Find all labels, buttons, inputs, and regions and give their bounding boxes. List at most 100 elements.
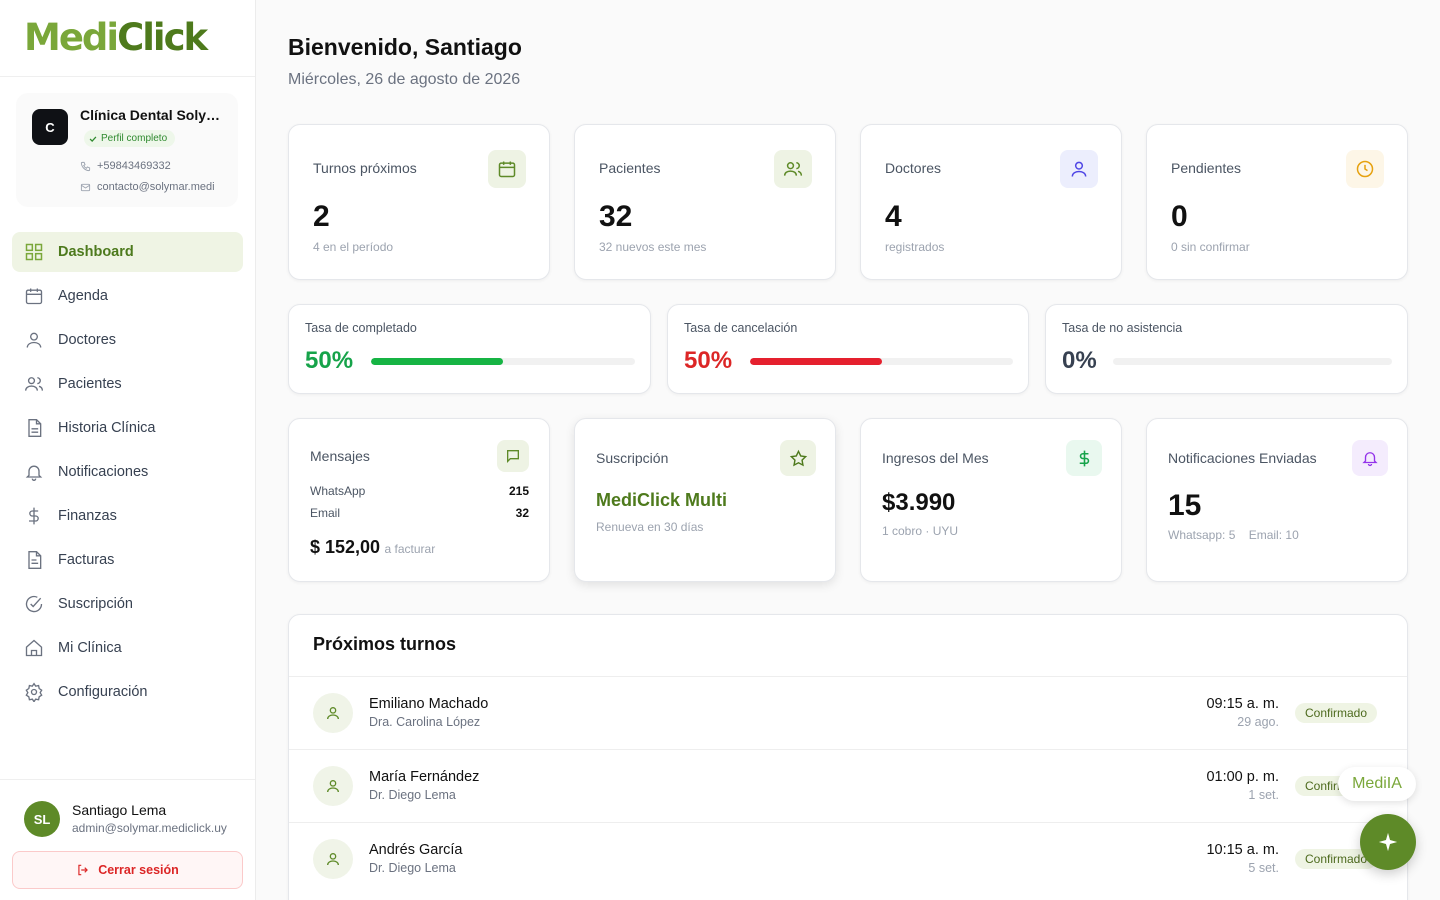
rate-card-completado: Tasa de completado 50% (288, 304, 651, 394)
sparkle-icon (1378, 832, 1398, 852)
rate-value: 0% (1062, 347, 1097, 374)
stat-card-doctores[interactable]: Doctores 4 registrados (860, 124, 1122, 280)
income-value: $3.990 (882, 489, 956, 516)
sidebar-item-pacientes[interactable]: Pacientes (12, 364, 243, 404)
patient-avatar (313, 693, 353, 733)
rate-label: Tasa de no asistencia (1062, 321, 1183, 335)
profile-complete-badge: Perfil completo (84, 130, 176, 147)
messages-card[interactable]: Mensajes WhatsApp 215 Email 32 $ 152,00 … (288, 418, 550, 582)
sidebar-item-dashboard[interactable]: Dashboard (12, 232, 243, 272)
star-icon-box (780, 440, 816, 476)
sidebar-item-historia-clinica[interactable]: Historia Clínica (12, 408, 243, 448)
mail-icon (80, 183, 91, 191)
sidebar-item-suscripcion[interactable]: Suscripción (12, 584, 243, 624)
appointment-row[interactable]: María Fernández Dr. Diego Lema 01:00 p. … (289, 749, 1407, 822)
bell-icon-box (1352, 440, 1388, 476)
notifications-card[interactable]: Notificaciones Enviadas 15 Whatsapp: 5 E… (1146, 418, 1408, 582)
stat-sub: 0 sin confirmar (1171, 240, 1250, 254)
assistant-label[interactable]: MediIA (1338, 767, 1416, 801)
logout-icon (78, 864, 89, 876)
stat-label: Doctores (885, 160, 942, 176)
appointment-time: 01:00 p. m. (1206, 769, 1279, 785)
rate-label: Tasa de cancelación (684, 321, 798, 335)
rate-value: 50% (684, 347, 733, 374)
rate-value: 50% (305, 347, 354, 374)
sidebar-item-configuracion[interactable]: Configuración (12, 672, 243, 712)
grid-icon (25, 243, 43, 261)
sidebar-item-label: Agenda (58, 288, 108, 304)
sidebar-item-label: Notificaciones (58, 464, 149, 480)
dollar-icon (29, 507, 39, 525)
stat-sub: 32 nuevos este mes (599, 240, 707, 254)
progress-fill (371, 358, 503, 365)
progress-bar (750, 358, 1013, 365)
patient-avatar (313, 766, 353, 806)
stat-card-pendientes[interactable]: Pendientes 0 0 sin confirmar (1146, 124, 1408, 280)
appointment-time: 09:15 a. m. (1206, 696, 1279, 712)
user-area: SL Santiago Lema admin@solymar.mediclick… (0, 779, 255, 900)
clinic-name: Clínica Dental Solymar (80, 107, 230, 123)
stat-label: Turnos próximos (313, 160, 417, 176)
user-icon (1071, 161, 1087, 177)
gear-icon (25, 682, 43, 702)
sidebar-item-label: Mi Clínica (58, 640, 122, 656)
status-badge: Confirmado (1295, 849, 1378, 869)
dollar-icon (1079, 450, 1089, 466)
sidebar-item-mi-clinica[interactable]: Mi Clínica (12, 628, 243, 668)
phone-icon (80, 161, 91, 171)
sidebar-item-notificaciones[interactable]: Notificaciones (12, 452, 243, 492)
clinic-phone-text: +59843469332 (97, 160, 171, 172)
sidebar-item-finanzas[interactable]: Finanzas (12, 496, 243, 536)
sidebar-nav: Dashboard Agenda Doctores Pacientes Hist… (12, 232, 243, 716)
user-icon (327, 780, 339, 793)
assistant-button[interactable] (1360, 814, 1416, 870)
logo-text-click: Click (117, 16, 208, 59)
stat-label: Pacientes (599, 160, 661, 176)
messages-amount: $ 152,00 (310, 537, 381, 557)
calendar-icon (25, 288, 43, 305)
patient-name: Emiliano Machado (369, 696, 489, 712)
rate-label: Tasa de completado (305, 321, 417, 335)
app-logo[interactable]: MediClick (0, 0, 255, 77)
clinic-email: contacto@solymar.medi (80, 181, 232, 193)
bell-icon (1362, 452, 1378, 467)
stat-card-turnos[interactable]: Turnos próximos 2 4 en el período (288, 124, 550, 280)
subscription-plan: MediClick Multi (596, 490, 728, 510)
messages-label: Mensajes (310, 448, 370, 464)
appointment-row[interactable]: Andrés García Dr. Diego Lema 10:15 a. m.… (289, 822, 1407, 895)
messages-amount-row: $ 152,00 a facturar (310, 537, 435, 558)
sidebar-item-label: Finanzas (58, 508, 117, 524)
appointment-date: 29 ago. (1237, 715, 1279, 729)
income-card[interactable]: Ingresos del Mes $3.990 1 cobro · UYU (860, 418, 1122, 582)
document-icon (28, 419, 42, 437)
sidebar-item-doctores[interactable]: Doctores (12, 320, 243, 360)
logout-button[interactable]: Cerrar sesión (12, 851, 243, 889)
notifications-email: Email: 10 (1248, 528, 1299, 542)
page-title: Bienvenido, Santiago (288, 34, 522, 60)
users-icon (783, 162, 803, 176)
stat-value: 0 (1171, 200, 1188, 233)
user-avatar[interactable]: SL (24, 801, 60, 837)
stat-card-pacientes[interactable]: Pacientes 32 32 nuevos este mes (574, 124, 836, 280)
whatsapp-label: WhatsApp (310, 484, 366, 498)
patient-name: Andrés García (369, 842, 463, 858)
appointment-row[interactable]: Emiliano Machado Dra. Carolina López 09:… (289, 676, 1407, 749)
sidebar-item-label: Suscripción (58, 596, 133, 612)
sidebar-item-label: Facturas (58, 552, 115, 568)
page-date: Miércoles, 26 de agosto de 2026 (288, 71, 521, 88)
sidebar-item-facturas[interactable]: Facturas (12, 540, 243, 580)
sidebar-item-agenda[interactable]: Agenda (12, 276, 243, 316)
clinic-card[interactable]: C Clínica Dental Solymar Perfil completo… (16, 93, 238, 207)
appointment-time: 10:15 a. m. (1206, 842, 1279, 858)
email-label: Email (310, 506, 341, 520)
clinic-email-text: contacto@solymar.medi (97, 181, 215, 193)
logo-text-medi: Medi (24, 16, 119, 59)
subscription-card[interactable]: Suscripción MediClick Multi Renueva en 3… (574, 418, 836, 582)
check-circle-icon (25, 595, 43, 613)
user-icon (26, 332, 42, 348)
income-sub: 1 cobro · UYU (882, 524, 959, 538)
clock-icon (1356, 160, 1374, 178)
sidebar: MediClick C Clínica Dental Solymar Perfi… (0, 0, 256, 900)
stat-label: Pendientes (1171, 160, 1242, 176)
check-icon (89, 135, 97, 142)
